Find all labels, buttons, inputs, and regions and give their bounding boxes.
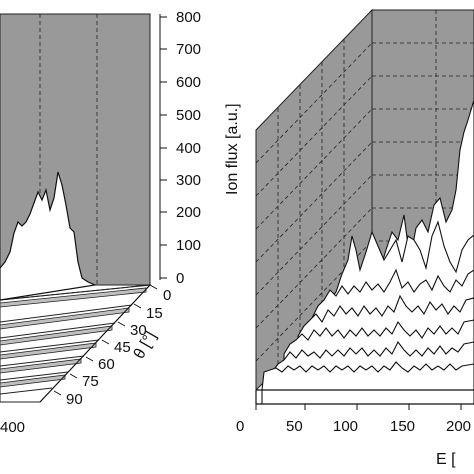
theta-tick-90: 90 xyxy=(66,391,83,408)
z-axis xyxy=(159,14,167,280)
left-series-theta-0 xyxy=(0,171,98,301)
theta-tick-60: 60 xyxy=(98,356,115,373)
right-panel: 0 50 100 150 200 E [ xyxy=(236,8,474,468)
z-tick-0: 0 xyxy=(176,270,184,287)
right-back-wall xyxy=(371,9,474,277)
z-tick-500: 500 xyxy=(176,107,201,124)
left-floor-slabs xyxy=(0,287,147,388)
theta-tick-45: 45 xyxy=(114,339,131,356)
z-tick-100: 100 xyxy=(176,237,201,254)
energy-tick-0: 0 xyxy=(236,418,244,435)
theta-tick-30: 30 xyxy=(130,322,147,339)
z-tick-400: 400 xyxy=(176,140,201,157)
theta-tick-15: 15 xyxy=(146,305,163,322)
z-tick-800: 800 xyxy=(176,9,201,26)
energy-tick-50: 50 xyxy=(286,418,303,435)
theta-axis xyxy=(39,284,158,403)
left-panel: 0 15 30 45 60 75 90 θ [°] 400 800 700 60… xyxy=(0,9,241,436)
z-tick-700: 700 xyxy=(176,41,201,58)
left-x-tick-400: 400 xyxy=(0,419,25,436)
right-side-wall-grid xyxy=(255,39,373,368)
left-floor-rows xyxy=(0,284,151,395)
energy-tick-200: 200 xyxy=(446,418,471,435)
energy-axis xyxy=(255,403,474,410)
energy-tick-150: 150 xyxy=(390,418,415,435)
z-tick-600: 600 xyxy=(176,74,201,91)
z-tick-200: 200 xyxy=(176,204,201,221)
z-ticks: 800 700 600 500 400 300 200 100 0 xyxy=(176,9,201,287)
energy-tick-100: 100 xyxy=(333,418,358,435)
right-series-row-6 xyxy=(261,361,474,405)
theta-tick-0: 0 xyxy=(163,287,171,304)
z-tick-300: 300 xyxy=(176,172,201,189)
energy-axis-label: E [ xyxy=(436,451,456,468)
right-series-row-0 xyxy=(379,99,474,301)
theta-tick-75: 75 xyxy=(82,373,99,390)
right-series-stack xyxy=(261,99,474,405)
z-axis-label: Ion flux [a.u.] xyxy=(224,103,241,195)
